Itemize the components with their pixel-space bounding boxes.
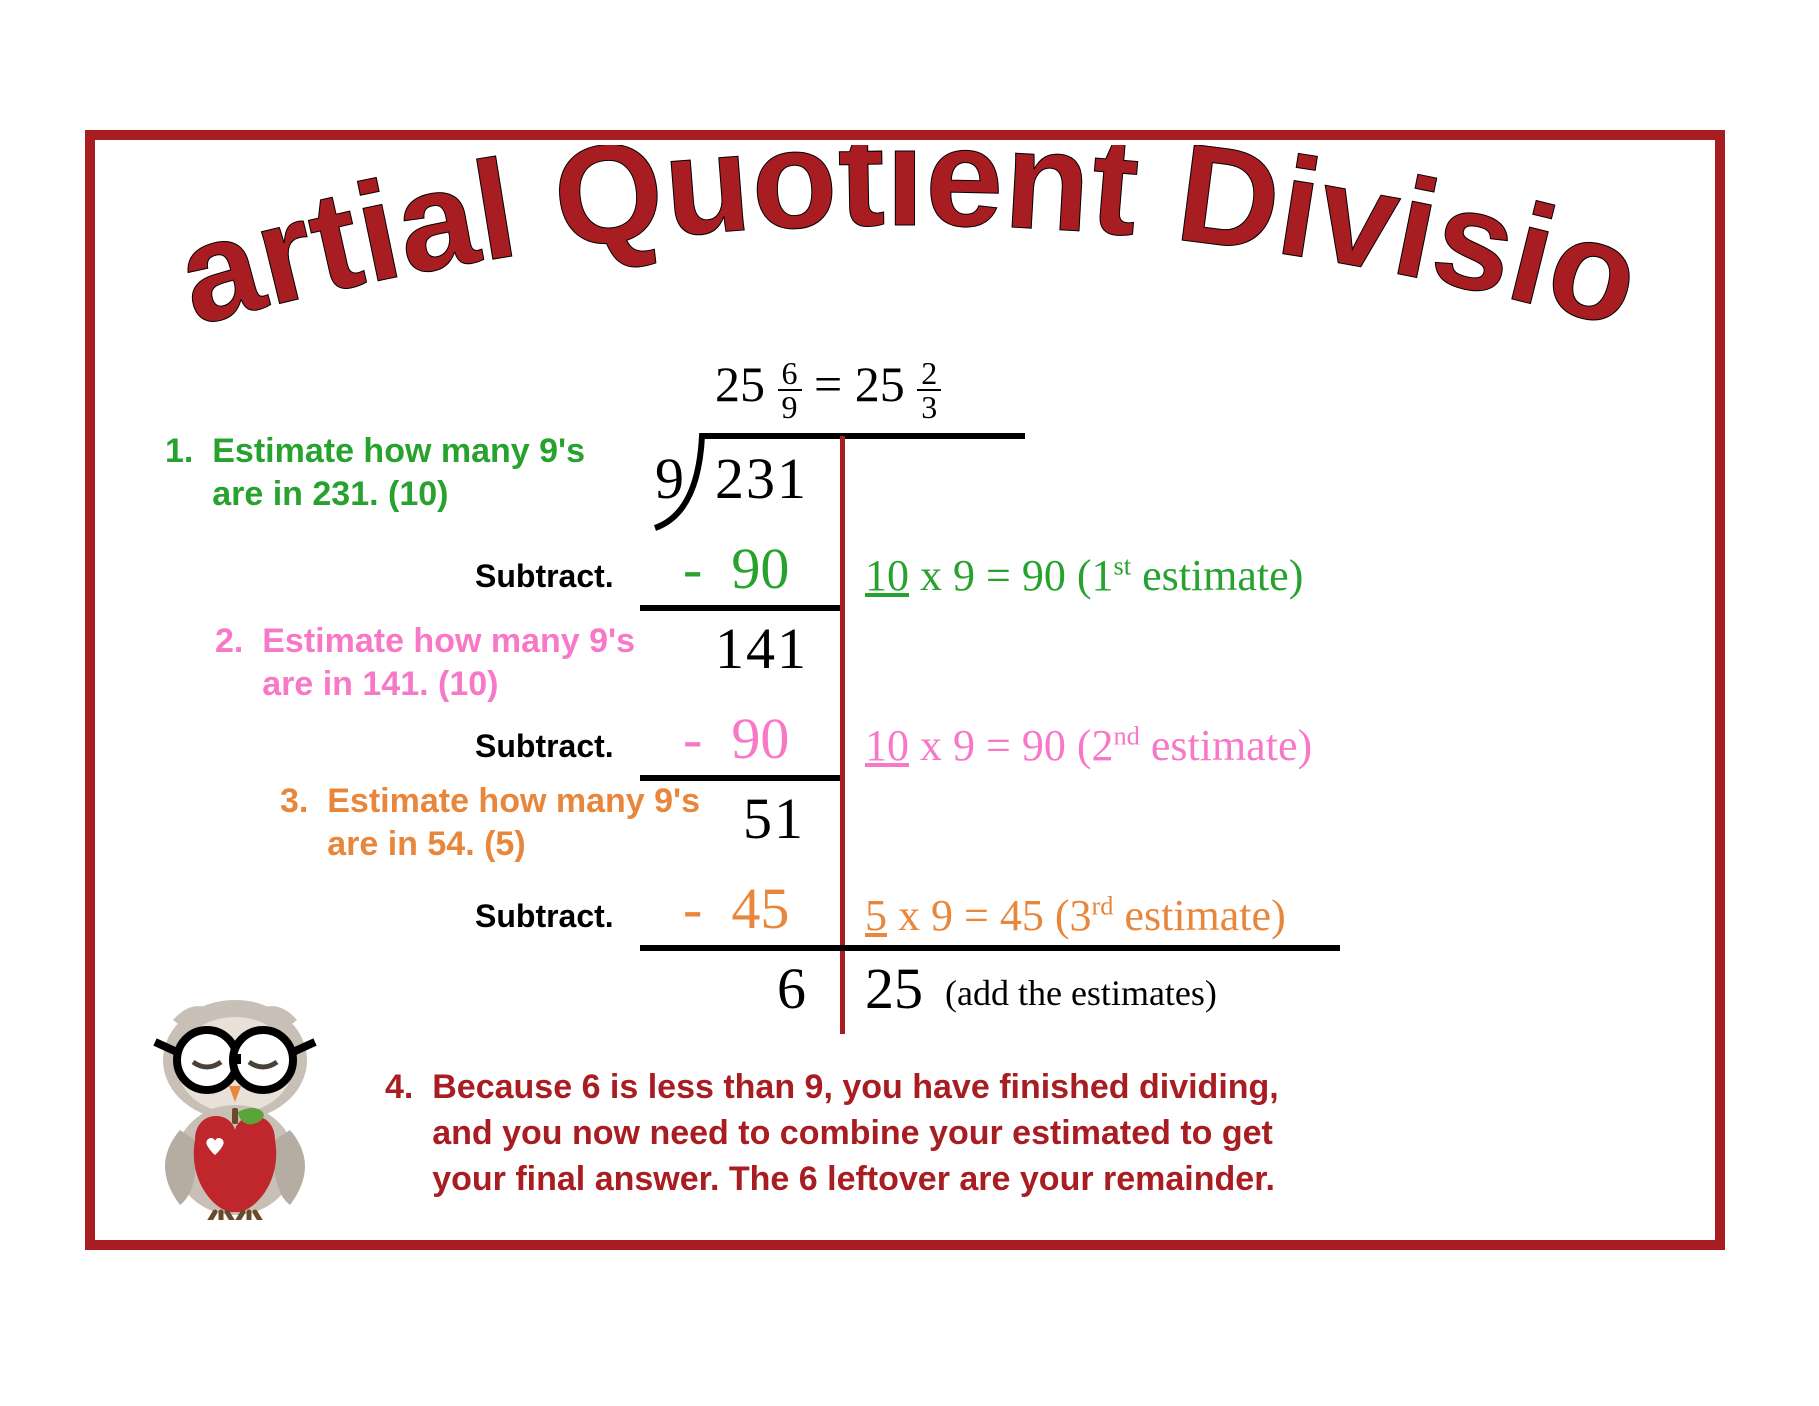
rule-3 (640, 945, 1340, 951)
quotient-frac-1: 6 9 (778, 357, 802, 423)
work-sub2: - 90 (683, 705, 789, 772)
title-text: Partial Quotient Division (105, 145, 1656, 357)
sum-quotients: 25 (865, 955, 923, 1022)
step-3: 3. Estimate how many 9's are in 54. (5) (280, 780, 700, 865)
title-svg: Partial Quotient Division (105, 145, 1705, 365)
rule-1 (640, 605, 840, 611)
work-rem3: 6 (777, 955, 806, 1022)
divisor: 9 (655, 445, 684, 512)
quotient-answer: 25 6 9 = 25 2 3 (715, 355, 941, 423)
owl-svg (135, 990, 335, 1220)
subtract-label-1: Subtract. (475, 558, 614, 595)
work-sub3: - 45 (683, 875, 789, 942)
quotient-eq: = 25 (814, 356, 905, 412)
step-1: 1. Estimate how many 9's are in 231. (10… (165, 430, 585, 515)
estimate-1: 10 x 9 = 90 (1st estimate) (865, 550, 1303, 601)
step-2: 2. Estimate how many 9's are in 141. (10… (215, 620, 635, 705)
step-4: 4. Because 6 is less than 9, you have fi… (385, 1065, 1279, 1203)
rule-2 (640, 775, 840, 781)
owl-icon (135, 990, 335, 1220)
quotient-whole: 25 (715, 356, 765, 412)
work-sub1: - 90 (683, 535, 789, 602)
subtract-label-3: Subtract. (475, 898, 614, 935)
work-rem2: 51 (743, 785, 805, 852)
estimate-2: 10 x 9 = 90 (2nd estimate) (865, 720, 1312, 771)
work-rem1: 141 (715, 615, 808, 682)
title-container: Partial Quotient Division (95, 145, 1715, 370)
poster-frame: Partial Quotient Division 1. Estimate ho… (85, 130, 1725, 1250)
estimate-3: 5 x 9 = 45 (3rd estimate) (865, 890, 1286, 941)
subtract-label-2: Subtract. (475, 728, 614, 765)
add-estimates-note: (add the estimates) (945, 972, 1217, 1014)
quotient-frac-2: 2 3 (917, 357, 941, 423)
dividend: 231 (715, 445, 808, 512)
